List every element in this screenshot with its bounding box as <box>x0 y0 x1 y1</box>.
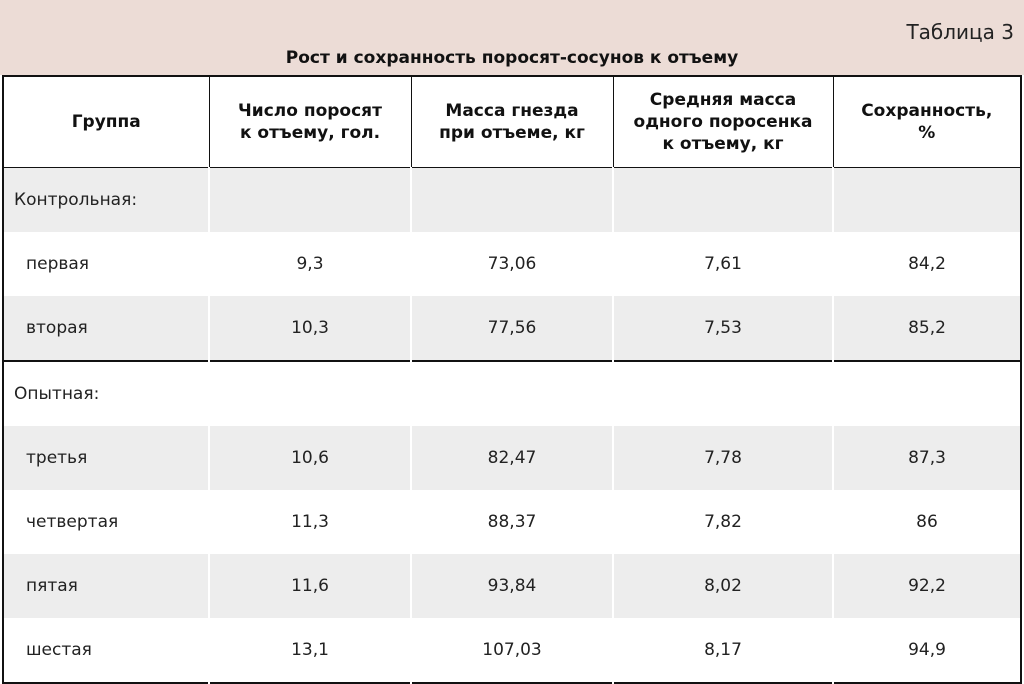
value-cell: 7,82 <box>612 490 833 554</box>
group-cell: пятая <box>3 554 209 618</box>
value-cell: 93,84 <box>410 554 613 618</box>
value-cell: 88,37 <box>410 490 613 554</box>
value-cell: 107,03 <box>410 618 613 683</box>
value-cell: 82,47 <box>410 426 613 490</box>
empty-cell <box>832 360 1021 426</box>
value-cell: 11,6 <box>208 554 411 618</box>
header-row: Группа Число поросят к отъему, гол. Масса … <box>2 75 1022 168</box>
table-label: Таблица 3 <box>906 20 1014 44</box>
section-name: Опытная: <box>3 360 209 426</box>
section-row: Контрольная: <box>3 167 1021 232</box>
data-row: первая 9,3 73,06 7,61 84,2 <box>3 232 1021 296</box>
data-row: четвертая 11,3 88,37 7,82 86 <box>3 490 1021 554</box>
empty-cell <box>612 360 833 426</box>
column-header: Масса гнезда при отъеме, кг <box>410 75 614 168</box>
column-header: Число поросят к отъему, гол. <box>208 75 412 168</box>
value-cell: 86 <box>832 490 1021 554</box>
header-band: Таблица 3 Рост и сохранность поросят-сос… <box>0 0 1024 75</box>
value-cell: 87,3 <box>832 426 1021 490</box>
group-cell: четвертая <box>26 512 119 532</box>
empty-cell <box>832 167 1021 232</box>
column-header: Средняя масса одного поросенка к отъему,… <box>612 75 834 168</box>
empty-cell <box>410 360 613 426</box>
value-cell: 10,6 <box>208 426 411 490</box>
empty-cell <box>208 360 411 426</box>
value-cell: 77,56 <box>410 296 613 361</box>
empty-cell <box>410 167 613 232</box>
data-row: пятая 11,6 93,84 8,02 92,2 <box>3 554 1021 618</box>
table-title: Рост и сохранность поросят-сосунов к отъ… <box>285 48 739 68</box>
value-cell: 10,3 <box>208 296 411 361</box>
data-row: шестая 13,1 107,03 8,17 94,9 <box>3 618 1021 683</box>
group-cell: вторая <box>3 296 209 361</box>
value-cell: 8,17 <box>612 618 833 683</box>
value-cell: 73,06 <box>410 232 613 296</box>
value-cell: 84,2 <box>832 232 1021 296</box>
value-cell: 7,53 <box>612 296 833 361</box>
value-cell: 13,1 <box>208 618 411 683</box>
table: Группа Число поросят к отъему, гол. Масса … <box>2 75 1022 684</box>
group-cell: третья <box>3 426 209 490</box>
value-cell: 9,3 <box>208 232 411 296</box>
section-name: Контрольная: <box>3 167 209 232</box>
column-header: Группа <box>2 75 210 168</box>
data-row: третья 10,6 82,47 7,78 87,3 <box>3 426 1021 490</box>
value-cell: 11,3 <box>208 490 411 554</box>
value-cell: 7,61 <box>612 232 833 296</box>
data-row: вторая 10,3 77,56 7,53 85,2 <box>3 296 1021 361</box>
value-cell: 92,2 <box>832 554 1021 618</box>
table-body: Контрольная: первая 9,3 73,06 7,61 84,2 вторая… <box>3 167 1021 683</box>
section-row: Опытная: <box>3 360 1021 426</box>
group-cell: шестая <box>26 640 92 660</box>
empty-cell <box>208 167 411 232</box>
value-cell: 85,2 <box>832 296 1021 361</box>
value-cell: 7,78 <box>612 426 833 490</box>
value-cell: 94,9 <box>832 618 1021 683</box>
value-cell: 8,02 <box>612 554 833 618</box>
empty-cell <box>612 167 833 232</box>
group-cell: первая <box>26 254 90 274</box>
column-header: Сохранность, % <box>832 75 1022 168</box>
